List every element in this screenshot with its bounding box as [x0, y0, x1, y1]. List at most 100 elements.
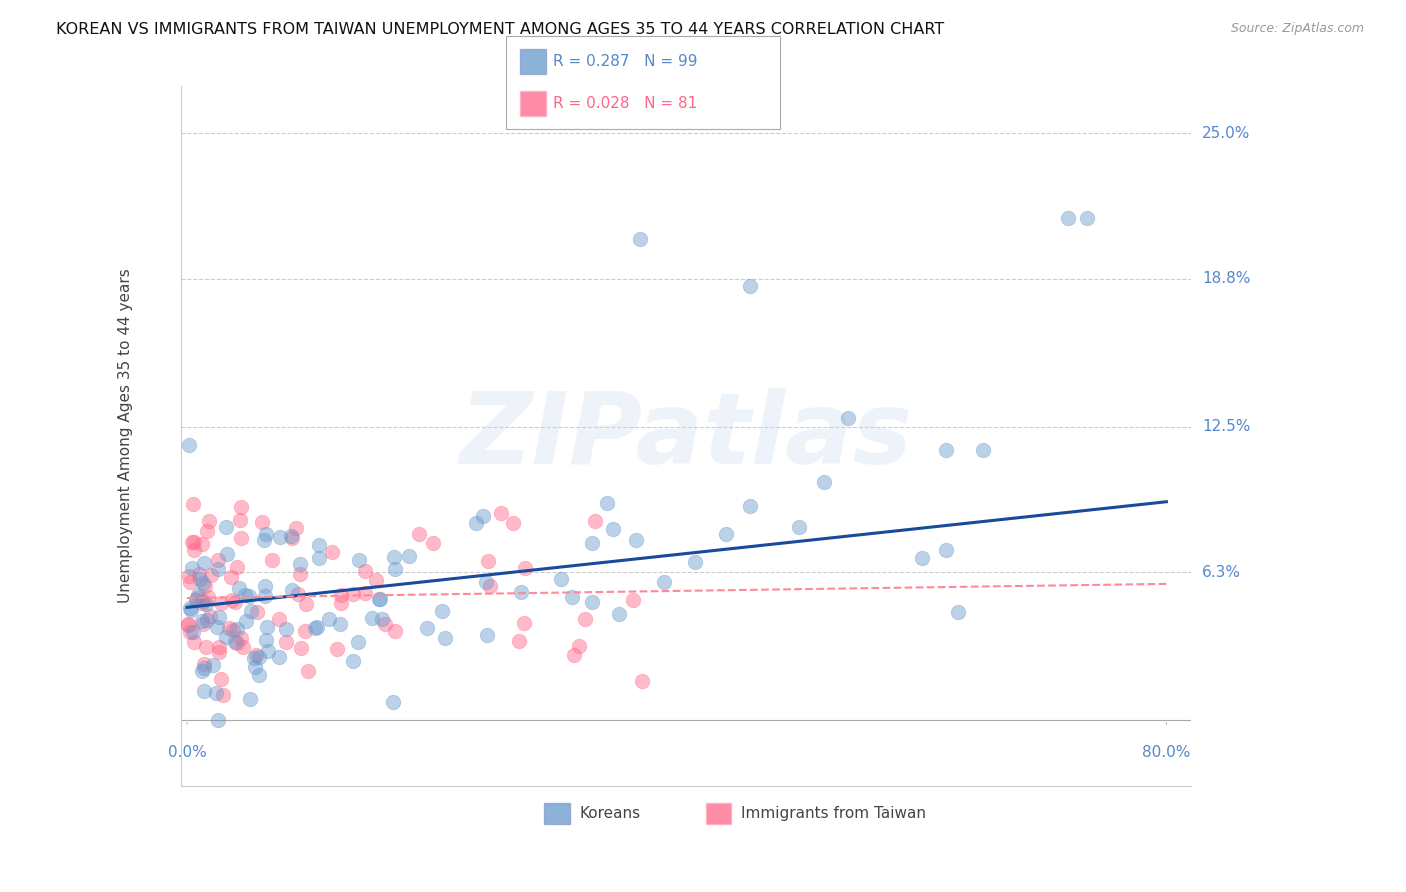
Point: [179, 600, 201, 615]
Point: [247, 649, 270, 664]
Point: [630, 674, 652, 689]
Point: [274, 622, 297, 636]
Point: [602, 522, 624, 536]
Point: [510, 585, 533, 599]
Point: [181, 561, 204, 575]
Point: [254, 589, 277, 603]
Point: [408, 527, 430, 541]
Point: [624, 533, 647, 547]
Bar: [544, 803, 569, 824]
Point: [190, 615, 212, 629]
Point: [231, 531, 253, 545]
Point: [238, 590, 260, 604]
Point: [250, 515, 273, 529]
Point: [354, 565, 377, 579]
Point: [179, 569, 201, 583]
Point: [308, 550, 330, 565]
Point: [508, 633, 530, 648]
Point: [219, 569, 242, 583]
Text: 80.0%: 80.0%: [1142, 745, 1191, 760]
Point: [478, 579, 501, 593]
Point: [195, 524, 218, 538]
Point: [224, 634, 246, 648]
Point: [288, 557, 311, 571]
Point: [215, 630, 238, 644]
Point: [197, 590, 219, 604]
Point: [190, 664, 212, 678]
Point: [209, 673, 232, 687]
Point: [260, 552, 283, 566]
Point: [1057, 211, 1080, 225]
Point: [502, 516, 524, 530]
Point: [609, 607, 631, 621]
Point: [197, 613, 219, 627]
Point: [354, 585, 377, 599]
Point: [193, 661, 215, 675]
Bar: [706, 803, 731, 824]
Point: [422, 536, 444, 550]
Point: [205, 686, 228, 700]
Point: [239, 691, 262, 706]
Point: [813, 475, 835, 489]
Point: [935, 443, 957, 458]
Point: [398, 549, 420, 563]
Point: [288, 567, 311, 582]
Point: [294, 598, 316, 612]
Point: [243, 660, 266, 674]
Point: [193, 657, 215, 672]
Point: [245, 648, 267, 662]
Point: [274, 635, 297, 649]
Point: [562, 648, 585, 662]
Point: [239, 604, 262, 618]
Point: [191, 596, 214, 610]
Point: [281, 583, 304, 598]
Point: [321, 544, 343, 558]
Point: [253, 533, 276, 548]
Point: [568, 639, 591, 653]
Point: [179, 625, 201, 640]
Point: [181, 624, 204, 639]
Point: [280, 528, 302, 542]
Point: [209, 595, 232, 609]
Text: 6.3%: 6.3%: [1202, 565, 1241, 580]
Point: [181, 497, 204, 511]
Point: [207, 713, 229, 727]
Point: [948, 605, 970, 619]
Point: [330, 588, 353, 602]
Point: [1076, 211, 1098, 225]
Point: [581, 595, 603, 609]
Point: [740, 499, 762, 513]
Point: [193, 683, 215, 698]
Point: [364, 573, 387, 587]
Point: [225, 622, 247, 636]
Point: [471, 509, 494, 524]
Point: [430, 604, 453, 618]
Point: [837, 411, 859, 425]
Point: [308, 538, 330, 552]
Point: [370, 611, 392, 625]
Point: [224, 595, 246, 609]
Text: 12.5%: 12.5%: [1202, 419, 1250, 434]
Text: Unemployment Among Ages 35 to 44 years: Unemployment Among Ages 35 to 44 years: [118, 268, 132, 603]
Point: [187, 588, 209, 602]
Point: [194, 579, 217, 593]
Point: [191, 594, 214, 608]
Point: [596, 496, 619, 510]
Point: [218, 621, 240, 635]
Point: [233, 588, 256, 602]
Text: R = 0.287   N = 99: R = 0.287 N = 99: [553, 54, 697, 70]
Point: [208, 640, 231, 654]
Point: [491, 506, 513, 520]
Point: [221, 593, 243, 607]
Point: [200, 609, 222, 624]
Point: [347, 635, 370, 649]
Text: 18.8%: 18.8%: [1202, 271, 1250, 286]
Point: [207, 562, 229, 576]
Point: [290, 641, 312, 656]
Point: [368, 592, 391, 607]
Point: [361, 611, 384, 625]
Text: Koreans: Koreans: [579, 806, 641, 822]
Point: [190, 537, 212, 551]
Point: [226, 635, 249, 649]
Point: [297, 665, 319, 679]
